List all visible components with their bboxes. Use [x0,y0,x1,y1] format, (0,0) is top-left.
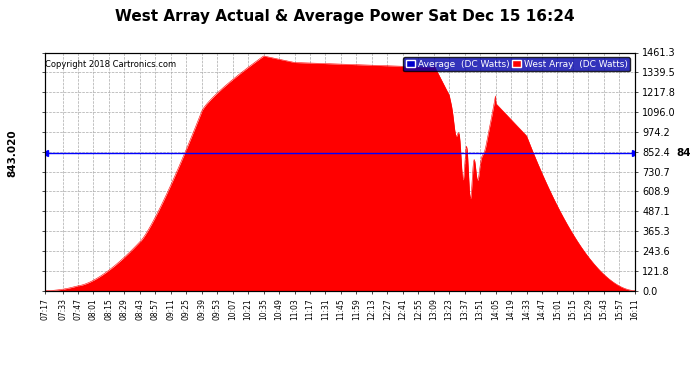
Text: 843.020: 843.020 [676,148,690,158]
Text: Copyright 2018 Cartronics.com: Copyright 2018 Cartronics.com [46,60,177,69]
Legend: Average  (DC Watts), West Array  (DC Watts): Average (DC Watts), West Array (DC Watts… [403,57,630,71]
Text: 843.020: 843.020 [8,129,17,177]
Text: West Array Actual & Average Power Sat Dec 15 16:24: West Array Actual & Average Power Sat De… [115,9,575,24]
